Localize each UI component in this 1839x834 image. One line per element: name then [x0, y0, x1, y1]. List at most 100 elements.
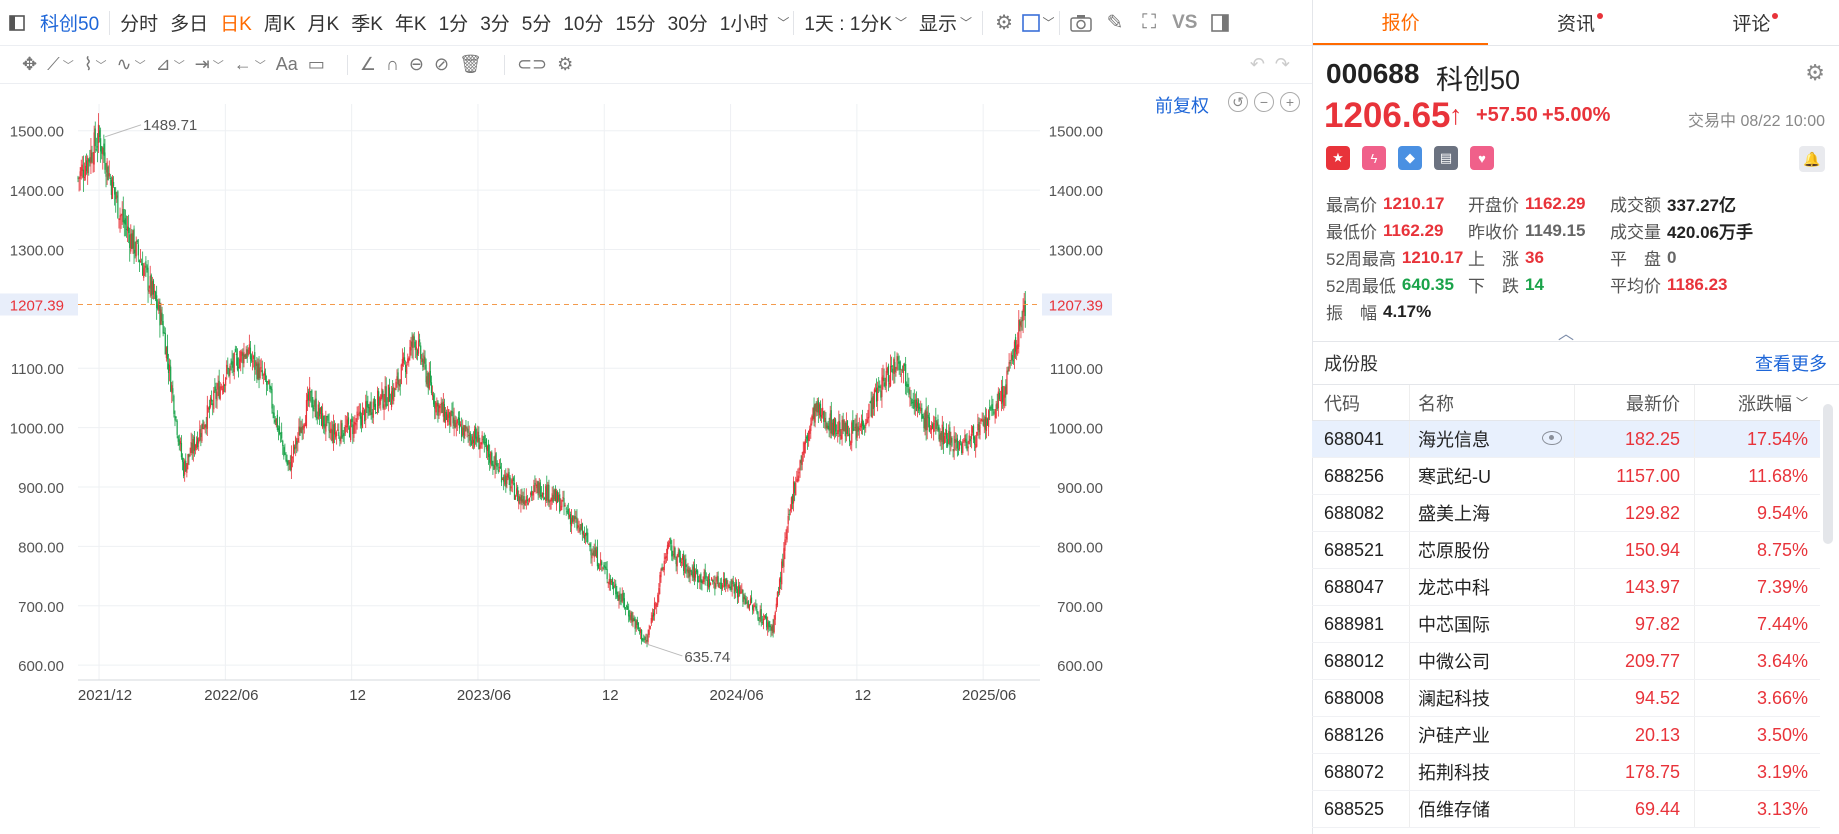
tab-2[interactable]: 评论	[1664, 0, 1839, 45]
sidebar-toggle-icon[interactable]	[0, 0, 34, 46]
candle-body	[97, 124, 100, 144]
settings-icon[interactable]: ⚙	[995, 12, 1014, 34]
candle-body	[310, 391, 312, 393]
zoom-in-icon[interactable]: +	[1280, 92, 1300, 112]
reset-icon[interactable]: ↺	[1228, 92, 1248, 112]
kline-chart[interactable]: 1500.00 1500.00 1400.00 1400.00 1300.00 1300.…	[0, 84, 1312, 834]
interval-tab-2[interactable]: 日K	[220, 14, 252, 35]
candle-body	[678, 549, 680, 558]
col-name[interactable]: 名称	[1409, 385, 1574, 420]
col-pct[interactable]: 涨跌幅 ﹀	[1694, 385, 1820, 420]
index-selector[interactable]: 科创50	[40, 14, 100, 35]
text-tool-icon[interactable]: Aa	[275, 54, 298, 74]
interval-tab-1[interactable]: 多日	[170, 14, 209, 35]
interval-tab-4[interactable]: 月K	[307, 14, 340, 35]
candle-body	[291, 457, 294, 459]
table-row[interactable]: 688256 寒武纪-U 1157.00 11.68%	[1312, 458, 1820, 495]
compare-button[interactable]: VS	[1172, 11, 1198, 33]
candle-body	[508, 472, 510, 479]
candle-body	[991, 404, 993, 411]
panel-icon[interactable]	[1203, 0, 1237, 46]
line-tool-icon[interactable]: ⟋ ﹀	[47, 54, 74, 74]
eye-icon[interactable]	[1542, 431, 1562, 445]
table-row[interactable]: 688082 盛美上海 129.82 9.54%	[1312, 495, 1820, 532]
measure-tool-icon[interactable]: ⇥ ﹀	[194, 54, 224, 74]
note-icon[interactable]: ▤	[1434, 146, 1458, 170]
candle-body	[492, 464, 494, 466]
multi-day-selector[interactable]: 1天 : 1分K ﹀	[804, 14, 908, 35]
tab-1[interactable]: 资讯	[1488, 0, 1663, 45]
lock-icon[interactable]: ⊖	[408, 54, 424, 74]
crosshair-icon[interactable]: ✥	[22, 54, 38, 74]
interval-tab-5[interactable]: 季K	[351, 14, 383, 35]
heart-icon[interactable]: ♥	[1470, 146, 1494, 170]
interval-tab-8[interactable]: 3分	[480, 14, 510, 35]
interval-tab-7[interactable]: 1分	[438, 14, 469, 35]
table-row[interactable]: 688521 芯原股份 150.94 8.75%	[1312, 532, 1820, 569]
link-icon[interactable]: ⊂⊃	[516, 54, 548, 74]
scrollbar[interactable]	[1823, 404, 1833, 544]
redo-icon[interactable]: ↷	[1274, 54, 1290, 74]
stat-label: 开盘价	[1468, 196, 1519, 215]
table-row[interactable]: 688041 海光信息 182.25 17.54%	[1312, 421, 1820, 458]
candle-body	[261, 370, 263, 376]
fullscreen-icon[interactable]: ⛶	[1142, 11, 1157, 33]
candle-body	[472, 439, 475, 444]
interval-tab-9[interactable]: 5分	[521, 14, 552, 35]
candle-body	[633, 617, 635, 621]
candle-body	[686, 569, 688, 572]
candle-body	[926, 411, 928, 431]
col-price[interactable]: 最新价	[1574, 385, 1694, 420]
kline-chart-svg[interactable]: 1500.00 1500.00 1400.00 1400.00 1300.00 1300.…	[0, 84, 1312, 834]
undo-icon[interactable]: ↶	[1249, 54, 1265, 74]
table-row[interactable]: 688012 中微公司 209.77 3.64%	[1312, 643, 1820, 680]
magnet-icon[interactable]: ∩	[385, 54, 399, 74]
candle-body	[689, 568, 691, 577]
candle-body	[435, 402, 437, 413]
layout-icon[interactable]: ﹀	[1021, 0, 1055, 46]
arrow-tool-icon[interactable]: ← ﹀	[233, 54, 266, 74]
interval-tab-13[interactable]: 1小时	[719, 14, 769, 35]
tag-icon[interactable]: ◆	[1398, 146, 1422, 170]
collapse-chevron-icon[interactable]: ︿	[1558, 326, 1575, 343]
interval-tab-12[interactable]: 30分	[667, 14, 708, 35]
china-flag-icon[interactable]: ★	[1326, 146, 1350, 170]
tab-0[interactable]: 报价	[1313, 0, 1489, 45]
interval-tab-11[interactable]: 15分	[615, 14, 656, 35]
interval-tab-3[interactable]: 周K	[263, 14, 296, 35]
table-row[interactable]: 688981 中芯国际 97.82 7.44%	[1312, 606, 1820, 643]
interval-tab-6[interactable]: 年K	[394, 14, 427, 35]
candle-body	[496, 463, 498, 467]
interval-tab-10[interactable]: 10分	[563, 14, 604, 35]
candle-body	[717, 576, 719, 587]
table-row[interactable]: 688525 佰维存储 69.44 3.13%	[1312, 791, 1820, 828]
candle-body	[574, 515, 576, 520]
table-row[interactable]: 688047 龙芯中科 143.97 7.39%	[1312, 569, 1820, 606]
bell-icon[interactable]: 🔔	[1799, 146, 1825, 172]
price-adjust-toggle[interactable]: 前复权	[1155, 96, 1209, 116]
drawing-settings-icon[interactable]: ⚙	[557, 54, 574, 74]
candle-body	[205, 424, 207, 428]
ruler-icon[interactable]: ∠	[359, 54, 376, 74]
fib-tool-icon[interactable]: ⊿ ﹀	[155, 54, 185, 74]
camera-icon[interactable]	[1064, 0, 1098, 46]
comment-tool-icon[interactable]: ▭	[307, 54, 325, 74]
zoom-out-icon[interactable]: −	[1254, 92, 1274, 112]
candle-body	[1013, 341, 1016, 358]
candle-body	[960, 441, 962, 443]
polyline-tool-icon[interactable]: ⌇ ﹀	[83, 54, 107, 74]
table-row[interactable]: 688008 澜起科技 94.52 3.66%	[1312, 680, 1820, 717]
pen-icon[interactable]: ✎	[1106, 12, 1124, 34]
trash-icon[interactable]: 🗑	[459, 54, 482, 74]
display-menu[interactable]: 显示 ﹀	[919, 14, 973, 35]
chevron-down-icon[interactable]: ﹀	[777, 16, 790, 30]
col-code[interactable]: 代码	[1324, 393, 1360, 414]
settings-icon[interactable]: ⚙	[1805, 60, 1825, 85]
hide-icon[interactable]: ⊘	[434, 54, 450, 74]
table-row[interactable]: 688072 拓荆科技 178.75 3.19%	[1312, 754, 1820, 791]
interval-tab-0[interactable]: 分时	[120, 14, 159, 35]
table-row[interactable]: 688126 沪硅产业 20.13 3.50%	[1312, 717, 1820, 754]
view-more-link[interactable]: 查看更多	[1755, 354, 1827, 374]
flash-icon[interactable]: ϟ	[1362, 146, 1386, 170]
wave-tool-icon[interactable]: ∿ ﹀	[116, 54, 146, 74]
